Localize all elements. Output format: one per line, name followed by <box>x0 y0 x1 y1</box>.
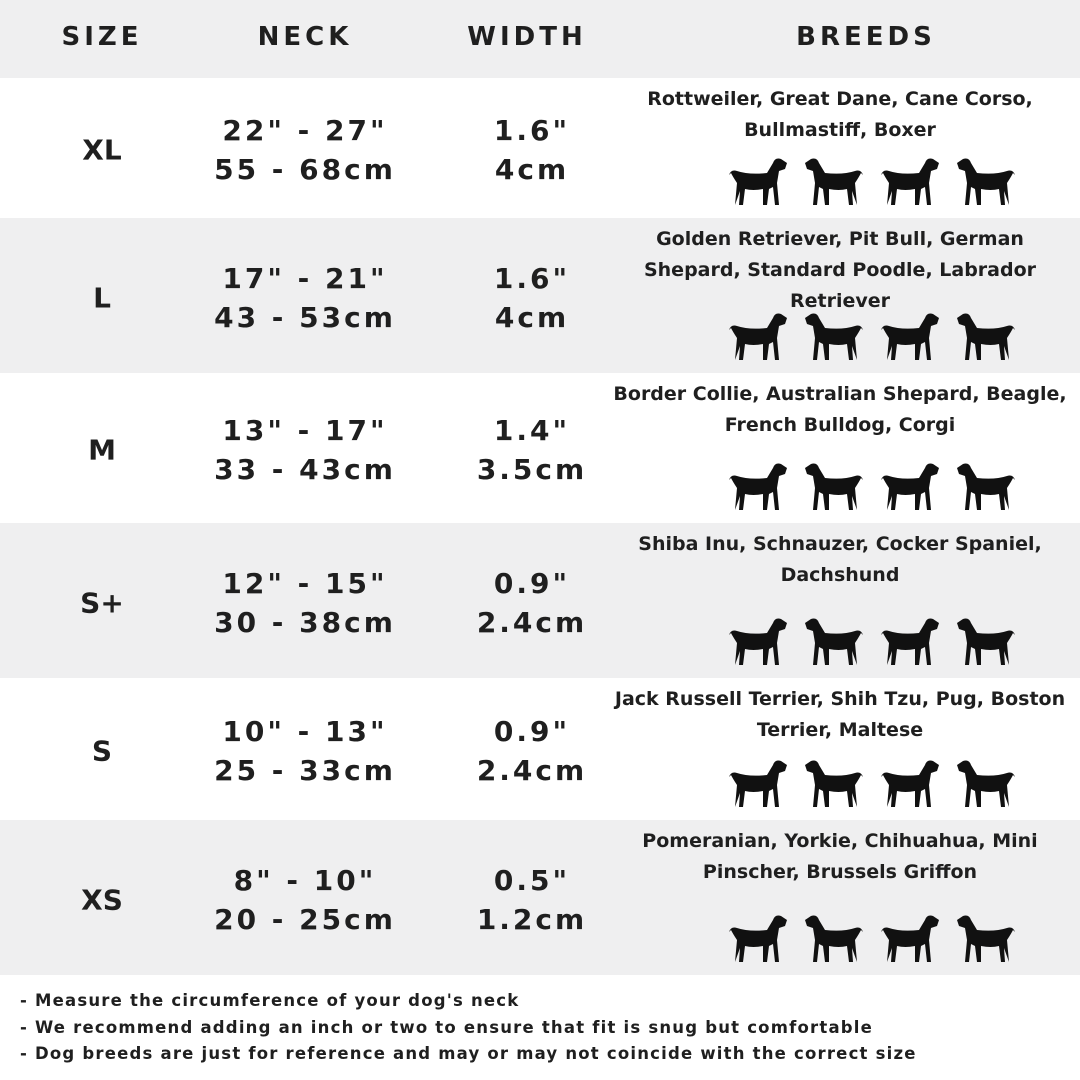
size-row-s-plus: S+ 12" - 15" 30 - 38cm 0.9" 2.4cm Shiba … <box>0 523 1080 678</box>
neck-measure: 8" - 10" 20 - 25cm <box>214 861 396 939</box>
width-inches: 0.9" <box>493 715 571 748</box>
neck-cm: 25 - 33cm <box>214 754 396 787</box>
neck-measure: 12" - 15" 30 - 38cm <box>214 564 396 642</box>
size-label: S+ <box>80 586 124 619</box>
size-row-m: M 13" - 17" 33 - 43cm 1.4" 3.5cm Border … <box>0 373 1080 523</box>
maltese-icon <box>957 760 1015 807</box>
rottweiler-icon <box>729 158 787 205</box>
neck-inches: 8" - 10" <box>233 863 377 897</box>
notes: - Measure the circumference of your dog'… <box>20 988 917 1068</box>
poodle-icon <box>881 313 939 360</box>
shiba-inu-icon <box>729 618 787 665</box>
size-row-xl: XL 22" - 27" 55 - 68cm 1.6" 4cm Rottweil… <box>0 78 1080 218</box>
header-width: WIDTH <box>467 22 587 52</box>
width-inches: 0.5" <box>493 863 571 897</box>
great-dane-icon <box>805 158 863 205</box>
neck-measure: 22" - 27" 55 - 68cm <box>214 111 396 189</box>
size-row-s: S 10" - 13" 25 - 33cm 0.9" 2.4cm Jack Ru… <box>0 678 1080 820</box>
breeds-list: Shiba Inu, Schnauzer, Cocker Spaniel, Da… <box>638 533 1042 586</box>
dachshund-icon <box>957 618 1015 665</box>
dog-silhouettes <box>727 152 1017 210</box>
golden-retriever-icon <box>729 313 787 360</box>
cocker-spaniel-icon <box>881 618 939 665</box>
width-cm: 4cm <box>494 153 570 186</box>
neck-measure: 17" - 21" 43 - 53cm <box>214 259 396 337</box>
width-cm: 4cm <box>494 300 570 334</box>
header-breeds: BREEDS <box>796 22 936 52</box>
size-label: XS <box>81 883 123 916</box>
cane-corso-icon <box>881 158 939 205</box>
table-header: SIZE NECK WIDTH BREEDS <box>0 0 1080 78</box>
width-measure: 1.4" 3.5cm <box>477 411 587 489</box>
neck-measure: 10" - 13" 25 - 33cm <box>214 712 396 790</box>
width-cm: 2.4cm <box>476 754 588 787</box>
chihuahua-icon <box>881 915 939 962</box>
size-label: XL <box>82 133 122 167</box>
neck-inches: 22" - 27" <box>222 114 388 147</box>
width-inches: 0.9" <box>493 566 571 600</box>
german-shepard-icon <box>957 313 1015 360</box>
beagle-icon <box>805 463 863 510</box>
neck-cm: 20 - 25cm <box>214 902 396 936</box>
neck-cm: 43 - 53cm <box>214 300 396 334</box>
pug-icon <box>881 760 939 807</box>
width-cm: 2.4cm <box>476 605 588 639</box>
dog-silhouettes <box>727 307 1017 365</box>
size-row-l: L 17" - 21" 43 - 53cm 1.6" 4cm Golden Re… <box>0 218 1080 373</box>
neck-inches: 10" - 13" <box>222 715 388 748</box>
size-label: M <box>88 433 116 467</box>
neck-inches: 12" - 15" <box>222 566 388 600</box>
width-measure: 0.9" 2.4cm <box>477 564 587 642</box>
labrador-icon <box>805 313 863 360</box>
yorkie-icon <box>805 915 863 962</box>
french-bulldog-icon <box>881 463 939 510</box>
size-row-xs: XS 8" - 10" 20 - 25cm 0.5" 1.2cm Pomeran… <box>0 820 1080 975</box>
neck-inches: 17" - 21" <box>222 261 388 295</box>
breeds-list: Pomeranian, Yorkie, Chihuahua, Mini Pins… <box>642 830 1038 883</box>
breeds-list: Border Collie, Australian Shepard, Beagl… <box>613 383 1067 436</box>
shih-tzu-icon <box>805 760 863 807</box>
note-recommend: - We recommend adding an inch or two to … <box>20 1017 874 1037</box>
dog-silhouettes <box>727 909 1017 967</box>
header-size: SIZE <box>61 22 143 52</box>
breeds-list: Jack Russell Terrier, Shih Tzu, Pug, Bos… <box>614 688 1066 741</box>
width-measure: 0.9" 2.4cm <box>477 712 587 790</box>
neck-cm: 33 - 43cm <box>214 453 396 486</box>
bullmastiff-icon <box>957 158 1015 205</box>
size-label: S <box>91 734 113 768</box>
note-reference: - Dog breeds are just for reference and … <box>20 1044 917 1063</box>
jack-russell-icon <box>729 760 787 807</box>
neck-cm: 55 - 68cm <box>214 153 396 186</box>
width-inches: 1.6" <box>493 114 571 147</box>
width-measure: 1.6" 4cm <box>494 111 570 189</box>
width-cm: 1.2cm <box>476 902 588 936</box>
breeds-list: Rottweiler, Great Dane, Cane Corso, Bull… <box>647 88 1033 141</box>
header-neck: NECK <box>257 22 353 52</box>
breeds-list: Golden Retriever, Pit Bull, German Shepa… <box>643 228 1037 312</box>
width-inches: 1.6" <box>493 261 571 295</box>
width-inches: 1.4" <box>493 414 571 447</box>
width-measure: 1.6" 4cm <box>494 259 570 337</box>
neck-inches: 13" - 17" <box>222 414 388 447</box>
dog-silhouettes <box>727 457 1017 515</box>
neck-cm: 30 - 38cm <box>214 605 396 639</box>
dog-silhouettes <box>727 754 1017 812</box>
width-cm: 3.5cm <box>476 453 588 486</box>
note-measure: - Measure the circumference of your dog'… <box>20 991 520 1010</box>
corgi-icon <box>957 463 1015 510</box>
pomeranian-icon <box>729 915 787 962</box>
width-measure: 0.5" 1.2cm <box>477 861 587 939</box>
size-label: L <box>93 281 111 314</box>
border-collie-icon <box>729 463 787 510</box>
neck-measure: 13" - 17" 33 - 43cm <box>214 411 396 489</box>
schnauzer-icon <box>805 618 863 665</box>
dog-silhouettes <box>727 612 1017 670</box>
mini-pinscher-icon <box>957 915 1015 962</box>
